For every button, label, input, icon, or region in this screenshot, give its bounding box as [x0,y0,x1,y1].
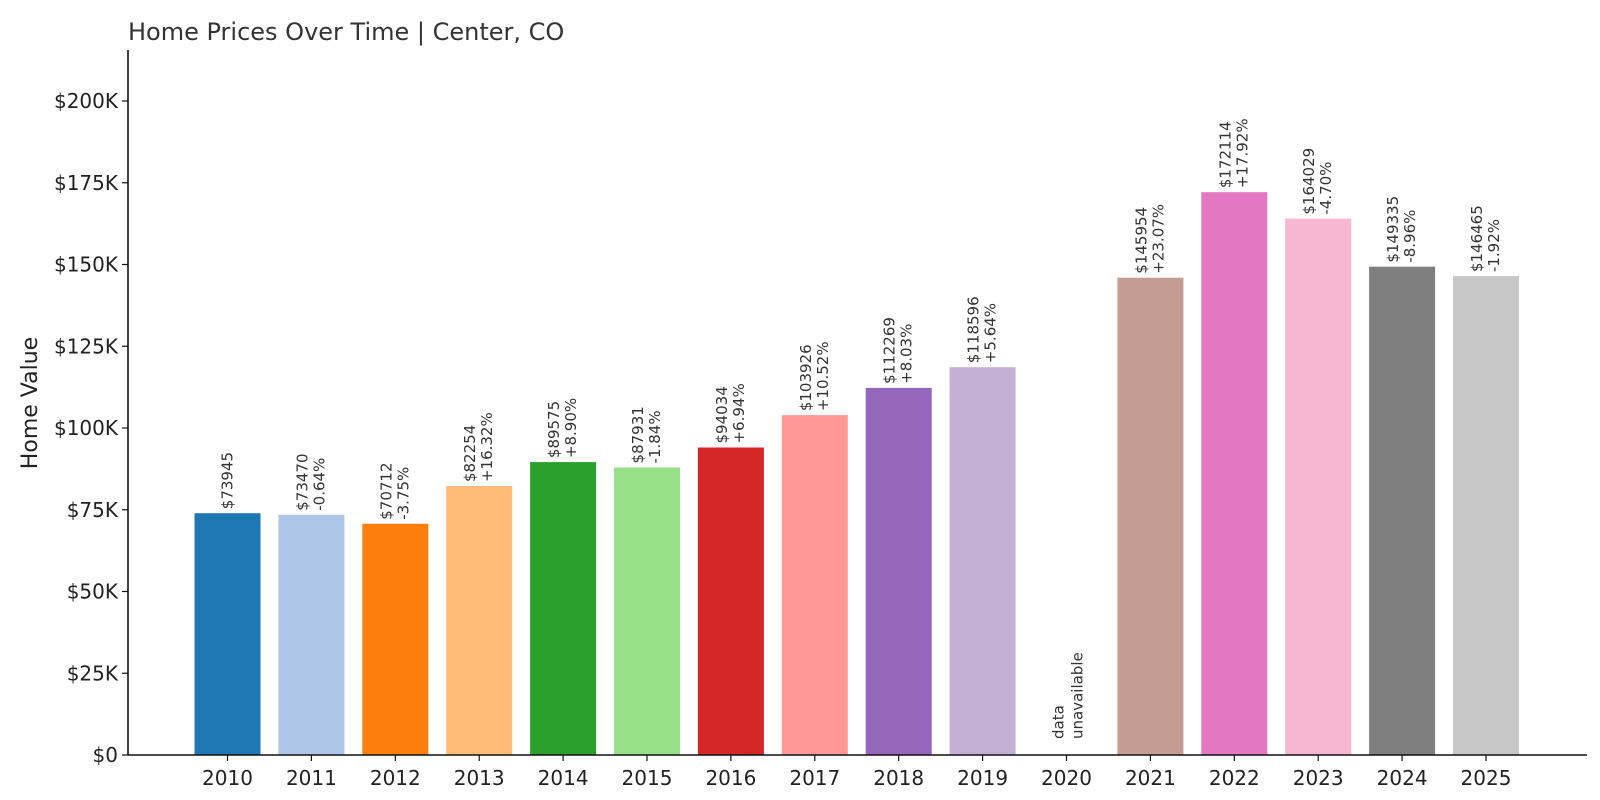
x-tick-label: 2015 [622,766,673,790]
bar-value-label: $146465-1.92% [1468,205,1503,272]
y-tick-label: $75K [67,498,119,522]
x-tick-label: 2014 [538,766,589,790]
bar-2022 [1201,192,1268,755]
bar-label-2023: $164029-4.70% [1300,148,1335,215]
bar-label-2012: $70712-3.75% [377,463,412,520]
bar-value-label: $149335-8.96% [1384,196,1419,263]
x-tick-label: 2017 [789,766,840,790]
bar-value-label: $118596+5.64% [965,296,1000,363]
x-tick-label: 2022 [1209,766,1260,790]
x-tick-label: 2020 [1041,766,1092,790]
bar-2012 [362,523,429,755]
bar-2025 [1453,276,1519,755]
x-tick-label: 2018 [873,766,924,790]
bar-label-2017: $103926+10.52% [797,341,832,411]
bar-label-2013: $82254+16.32% [461,412,496,482]
bar-2015 [614,467,680,755]
y-tick-label: $50K [67,580,119,604]
bar-2014 [530,462,597,755]
bar-value-label: $89575+8.90% [545,398,580,458]
bar-2018 [865,387,932,755]
bar-2021 [1117,277,1184,755]
bar-value-label: $73945 [219,452,237,509]
missing-data-label: dataunavailable [1050,652,1087,739]
bar-label-2016: $94034+6.94% [713,383,748,443]
bar-value-label: $73470-0.64% [293,453,328,510]
bar-2017 [781,415,848,755]
x-tick-label: 2023 [1293,766,1344,790]
x-tick-label: 2012 [370,766,421,790]
y-axis-label: Home Value [18,337,43,469]
bar-value-label: $87931-1.84% [629,406,664,463]
bar-value-label: $164029-4.70% [1300,148,1335,215]
x-tick-label: 2025 [1461,766,1512,790]
y-tick-label: $200K [54,89,119,113]
x-tick-label: 2016 [705,766,756,790]
bar-2023 [1285,218,1352,755]
bar-label-2018: $112269+8.03% [881,317,916,384]
x-tick-label: 2013 [454,766,505,790]
x-axis-ticks: 2010 2011 2012 2013 2014 2015 2016 2017 2018 2019… [202,755,1511,790]
bar-label-2011: $73470-0.64% [293,453,328,510]
y-tick-label: $125K [54,334,119,358]
bar-value-label: $70712-3.75% [377,463,412,520]
bar-value-label: $172114+17.92% [1216,118,1251,188]
chart-title: Home Prices Over Time | Center, CO [128,18,564,46]
bar-label-2014: $89575+8.90% [545,398,580,458]
bar-value-label: $82254+16.32% [461,412,496,482]
bar-label-2010: $73945 [219,452,237,509]
bar-label-2022: $172114+17.92% [1216,118,1251,188]
bar-value-label: $94034+6.94% [713,383,748,443]
x-tick-label: 2010 [202,766,253,790]
bar-label-2015: $87931-1.84% [629,406,664,463]
x-tick-label: 2011 [286,766,337,790]
bar-labels-group: $73945 $73470-0.64% $70712-3.75% $82254+16.… [219,118,1504,739]
bar-2024 [1369,266,1436,755]
bar-label-2025: $146465-1.92% [1468,205,1503,272]
x-tick-label: 2021 [1125,766,1176,790]
y-tick-label: $0 [93,743,118,767]
bar-value-label: $103926+10.52% [797,341,832,411]
bar-2019 [949,367,1016,755]
bar-2011 [278,514,345,755]
bar-2016 [697,447,764,755]
y-tick-label: $175K [54,171,119,195]
bar-value-label: $145954+23.07% [1132,204,1167,274]
x-tick-label: 2019 [957,766,1008,790]
x-tick-label: 2024 [1377,766,1428,790]
y-tick-label: $100K [54,416,119,440]
missing-data-text: dataunavailable [1050,652,1087,739]
y-tick-label: $25K [67,661,119,685]
bar-label-2021: $145954+23.07% [1132,204,1167,274]
bar-label-2024: $149335-8.96% [1384,196,1419,263]
bars-group [194,192,1519,755]
bar-2010 [194,513,261,755]
y-tick-label: $150K [54,253,119,277]
y-axis-ticks: $0 $25K $50K $75K $100K $125K $150K $175K $200K [54,89,128,767]
bar-2013 [446,486,513,755]
bar-label-2019: $118596+5.64% [965,296,1000,363]
bar-value-label: $112269+8.03% [881,317,916,384]
